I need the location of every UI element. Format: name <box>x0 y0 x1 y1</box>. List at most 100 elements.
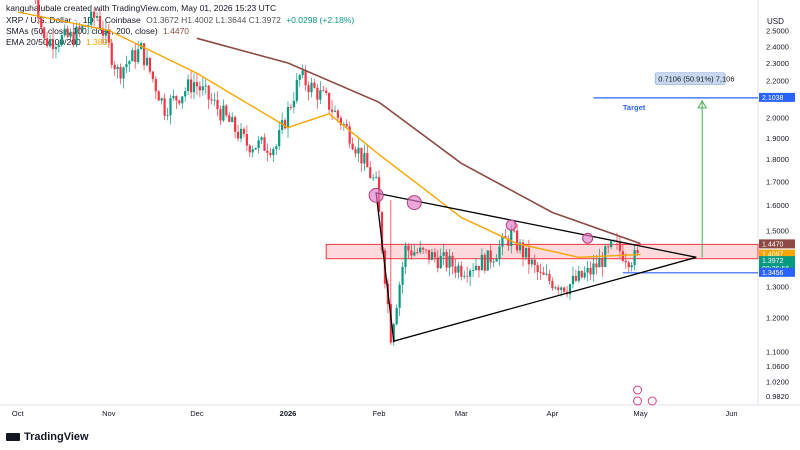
chart-creator-line: kanguhalubale created with TradingView.c… <box>6 3 279 14</box>
candle-body <box>78 26 81 30</box>
currency-label: USD <box>767 17 784 26</box>
candle-body <box>624 260 627 263</box>
candle-body <box>492 261 495 263</box>
legend-symbol: XRP / U.S. Dollar <box>6 15 72 25</box>
candle-body <box>424 249 428 251</box>
price-tag <box>759 267 795 277</box>
y-tick-label: 2.5000 <box>766 26 789 35</box>
candle-body <box>216 99 219 110</box>
candle-body <box>527 247 530 265</box>
candle-body <box>457 265 460 273</box>
candle-body <box>433 252 436 258</box>
candle-body <box>98 15 102 29</box>
legend-ema-value: 1.3897 <box>86 37 113 47</box>
legend-sma-line[interactable]: SMAs (50, close, 100, close, 200, close)… <box>6 26 192 37</box>
candle-body <box>395 307 398 325</box>
candle-body <box>54 47 58 49</box>
candle-body <box>269 152 272 156</box>
x-tick-label: Oct <box>12 409 25 418</box>
candle-body <box>516 230 519 251</box>
y-tick-label: 2.0000 <box>766 114 789 123</box>
candle-body <box>369 167 372 179</box>
candle-body <box>636 250 639 253</box>
candle-body <box>278 129 281 147</box>
candle-body <box>366 153 369 168</box>
candle-body <box>427 249 431 260</box>
candle-body <box>518 242 522 251</box>
candle-body <box>430 252 434 260</box>
candle-body <box>489 250 492 263</box>
candle-body <box>592 263 595 275</box>
x-tick-label: Apr <box>547 409 559 418</box>
candle-body <box>319 90 322 100</box>
candle-body <box>328 92 331 110</box>
candle-body <box>498 246 501 259</box>
y-tick-label: 1.9000 <box>766 134 789 143</box>
x-tick-label: May <box>633 409 647 418</box>
candle-body <box>627 262 630 268</box>
candle-body <box>375 177 378 179</box>
candle-body <box>257 140 260 148</box>
candle-body <box>160 98 163 101</box>
legend-ema: EMA 20/50/100/200 <box>6 37 81 47</box>
candle-body <box>451 255 454 267</box>
candle-body <box>477 265 481 271</box>
candle-body <box>104 30 107 36</box>
x-tick-label: Dec <box>190 409 204 418</box>
y-tick-label: 2.3000 <box>766 59 789 68</box>
candle-body <box>345 124 348 127</box>
candle-body <box>245 133 248 146</box>
candle-body <box>137 49 140 62</box>
candle-body <box>583 272 586 278</box>
candle-body <box>436 257 439 269</box>
sma100-line <box>196 37 641 245</box>
candle-body <box>187 79 190 92</box>
candle-body <box>339 117 342 125</box>
y-tick-label: 1.5000 <box>766 226 789 235</box>
candle-body <box>231 117 234 122</box>
legend-exchange: Coinbase <box>104 15 141 25</box>
candle-body <box>60 35 63 46</box>
candle-body <box>333 110 337 112</box>
candle-body <box>524 247 528 258</box>
candle-body <box>198 86 201 91</box>
candle-body <box>574 276 577 281</box>
candle-body <box>351 143 354 150</box>
candle-body <box>442 252 445 256</box>
target-label: Target <box>623 103 646 112</box>
candle-body <box>322 90 325 92</box>
candle-body <box>595 263 598 268</box>
candle-body <box>113 64 116 70</box>
candle-body <box>281 120 284 130</box>
tradingview-brand[interactable]: TradingView <box>6 431 89 443</box>
candle-body <box>536 265 539 273</box>
candle-body <box>125 64 128 68</box>
symmetric-triangle <box>375 192 697 343</box>
sma50-line <box>17 11 641 259</box>
candle-body <box>586 267 589 273</box>
touch-point-circle <box>505 219 517 231</box>
legend-change: +0.0298 (+2.18%) <box>286 15 355 25</box>
candle-body <box>242 128 246 134</box>
candle-body <box>530 259 533 265</box>
candle-body <box>122 67 125 79</box>
candle-body <box>254 147 257 150</box>
price-tag <box>759 92 795 102</box>
candle-body <box>204 85 207 87</box>
candle-body <box>93 11 96 18</box>
candle-body <box>357 147 360 154</box>
candle-body <box>521 242 525 258</box>
candle-body <box>289 107 293 108</box>
candle-body <box>513 230 516 232</box>
x-tick-label: Mar <box>455 409 468 418</box>
candle-body <box>228 115 231 122</box>
candle-body <box>495 258 498 262</box>
candle-body <box>307 85 310 93</box>
candle-body <box>542 272 545 275</box>
candle-body <box>234 117 237 132</box>
legend-ema-line[interactable]: EMA 20/50/100/200 1.3897 <box>6 37 115 48</box>
candle-body <box>510 230 513 246</box>
candle-body <box>471 269 475 271</box>
candle-body <box>568 284 572 295</box>
